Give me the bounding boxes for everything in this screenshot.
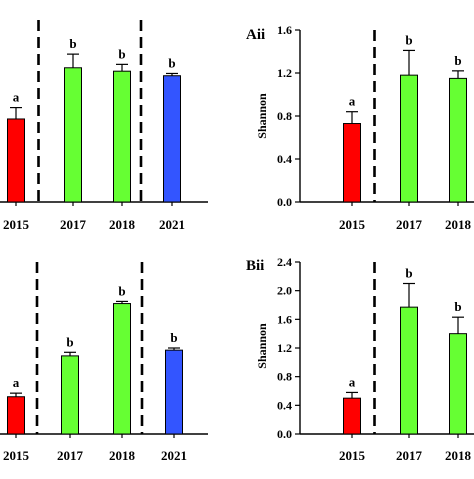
bar <box>449 77 467 203</box>
x-tick-label: 2021 <box>161 448 187 463</box>
x-tick-label: 2015 <box>339 448 366 463</box>
y-tick-label: 1.6 <box>277 23 292 37</box>
x-tick-label: 2017 <box>396 448 423 463</box>
x-tick-label: 2015 <box>3 448 30 463</box>
bar <box>7 118 25 203</box>
y-tick-label: 0.8 <box>277 370 292 384</box>
significance-letter: a <box>349 374 356 389</box>
bar <box>163 75 181 203</box>
significance-letter: b <box>118 283 125 298</box>
chart-panel-3: a 2015 b 2017 b 2018 b 2021 <box>0 262 208 463</box>
significance-letter: b <box>405 32 412 47</box>
y-tick-label: 2.0 <box>277 284 292 298</box>
significance-letter: b <box>168 55 175 70</box>
significance-letter: a <box>349 94 356 109</box>
significance-letter: b <box>170 330 177 345</box>
chart-panel-1: a 2015 b 2017 b 2018 b 2021 <box>0 20 208 232</box>
significance-letter: b <box>69 36 76 51</box>
y-tick-label: 0.4 <box>277 152 292 166</box>
panel-label: Aii <box>246 27 265 43</box>
y-tick-label: 0.0 <box>277 427 292 441</box>
x-tick-label: 2015 <box>3 217 30 232</box>
x-tick-label: 2018 <box>109 217 136 232</box>
chart-panel-4: 0.0 0.4 0.8 1.2 1.6 2.0 2.4 a 2015 b 2017 b 2018 Bii S… <box>246 255 474 463</box>
significance-letter: a <box>13 375 20 390</box>
y-tick-label: 0.4 <box>277 398 292 412</box>
y-tick-label: 1.2 <box>277 341 292 355</box>
x-tick-label: 2018 <box>445 448 472 463</box>
x-tick-label: 2018 <box>109 448 136 463</box>
x-tick-label: 2017 <box>57 448 84 463</box>
significance-letter: b <box>454 299 461 314</box>
bar <box>449 333 467 435</box>
y-tick-label: 0.0 <box>277 195 292 209</box>
bar <box>343 123 361 203</box>
panel-label: Bii <box>246 258 264 274</box>
x-tick-label: 2018 <box>445 217 472 232</box>
significance-letter: b <box>118 46 125 61</box>
x-tick-label: 2015 <box>339 217 366 232</box>
bar <box>400 74 418 203</box>
bar <box>64 67 82 203</box>
y-tick-label: 1.6 <box>277 312 292 326</box>
y-axis-label: Shannon <box>255 93 269 139</box>
x-tick-label: 2017 <box>60 217 87 232</box>
y-tick-label: 2.4 <box>277 255 292 269</box>
y-tick-label: 0.8 <box>277 109 292 123</box>
bar <box>113 70 131 203</box>
bar <box>343 397 361 435</box>
significance-letter: b <box>454 53 461 68</box>
significance-letter: b <box>66 334 73 349</box>
bar <box>113 303 131 435</box>
bar <box>400 306 418 435</box>
x-tick-label: 2021 <box>159 217 185 232</box>
y-tick-label: 1.2 <box>277 66 292 80</box>
x-tick-label: 2017 <box>396 217 423 232</box>
bar <box>7 396 25 435</box>
bar <box>61 355 79 435</box>
y-axis-label: Shannon <box>255 323 269 369</box>
chart-panel-2: 0.0 0.4 0.8 1.2 1.6 a 2015 b 2017 b 2018 Aii Shannon <box>246 23 474 232</box>
bar <box>165 349 183 435</box>
significance-letter: b <box>405 266 412 281</box>
significance-letter: a <box>13 90 20 105</box>
